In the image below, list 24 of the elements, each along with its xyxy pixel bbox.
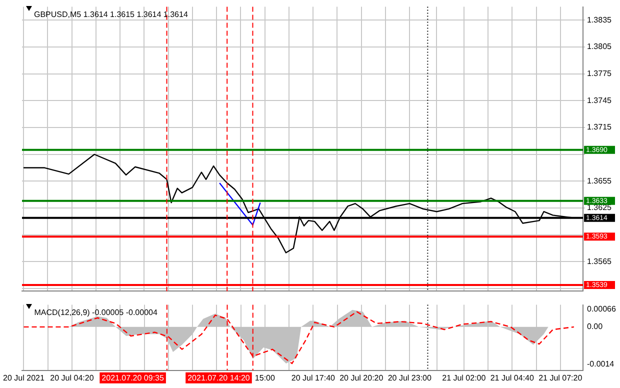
chart-title: GBPUSD,M5 1.3614 1.3615 1.3614 1.3614 <box>34 10 188 20</box>
x-tick-label: 20 Jul 17:40 <box>291 373 336 382</box>
y-tick-label: 1.3565 <box>587 256 612 266</box>
x-tick-label: 20 Jul 04:20 <box>50 373 94 382</box>
y-tick-label: 1.3655 <box>587 176 612 186</box>
y-tick-label: 0.00066 <box>587 304 616 314</box>
x-tick-label: 21 Jul 04:40 <box>490 373 534 382</box>
text: MACD(12,26,9) -0.00005 -0.00004 <box>34 308 158 318</box>
y-tick-label: 1.3775 <box>587 69 612 78</box>
x-tick-label: 15:00 <box>254 373 276 382</box>
y-tick-label: 1.3715 <box>587 122 612 132</box>
ref-line-label: 2021.07.20 14:20 <box>188 374 250 383</box>
x-tick-label: 20 Jul 2021 <box>3 373 45 382</box>
y-tick-label: -0.0014 <box>587 359 615 368</box>
y-tick-label: 1.3835 <box>587 15 612 24</box>
x-tick-label: 20 Jul 23:00 <box>388 373 432 382</box>
x-tick-label: 20 Jul 20:20 <box>340 373 384 382</box>
y-tick-label: 1.3745 <box>587 96 612 105</box>
y-tick-label: 1.3805 <box>587 42 612 52</box>
y-tick-label: 1.3625 <box>587 203 612 212</box>
x-tick-label: 21 Jul 02:00 <box>442 373 486 382</box>
x-tick-label: 21 Jul 07:20 <box>538 373 583 382</box>
ref-line-label: 2021.07.20 09:35 <box>102 374 164 383</box>
y-tick-label: 0.00 <box>587 322 604 332</box>
